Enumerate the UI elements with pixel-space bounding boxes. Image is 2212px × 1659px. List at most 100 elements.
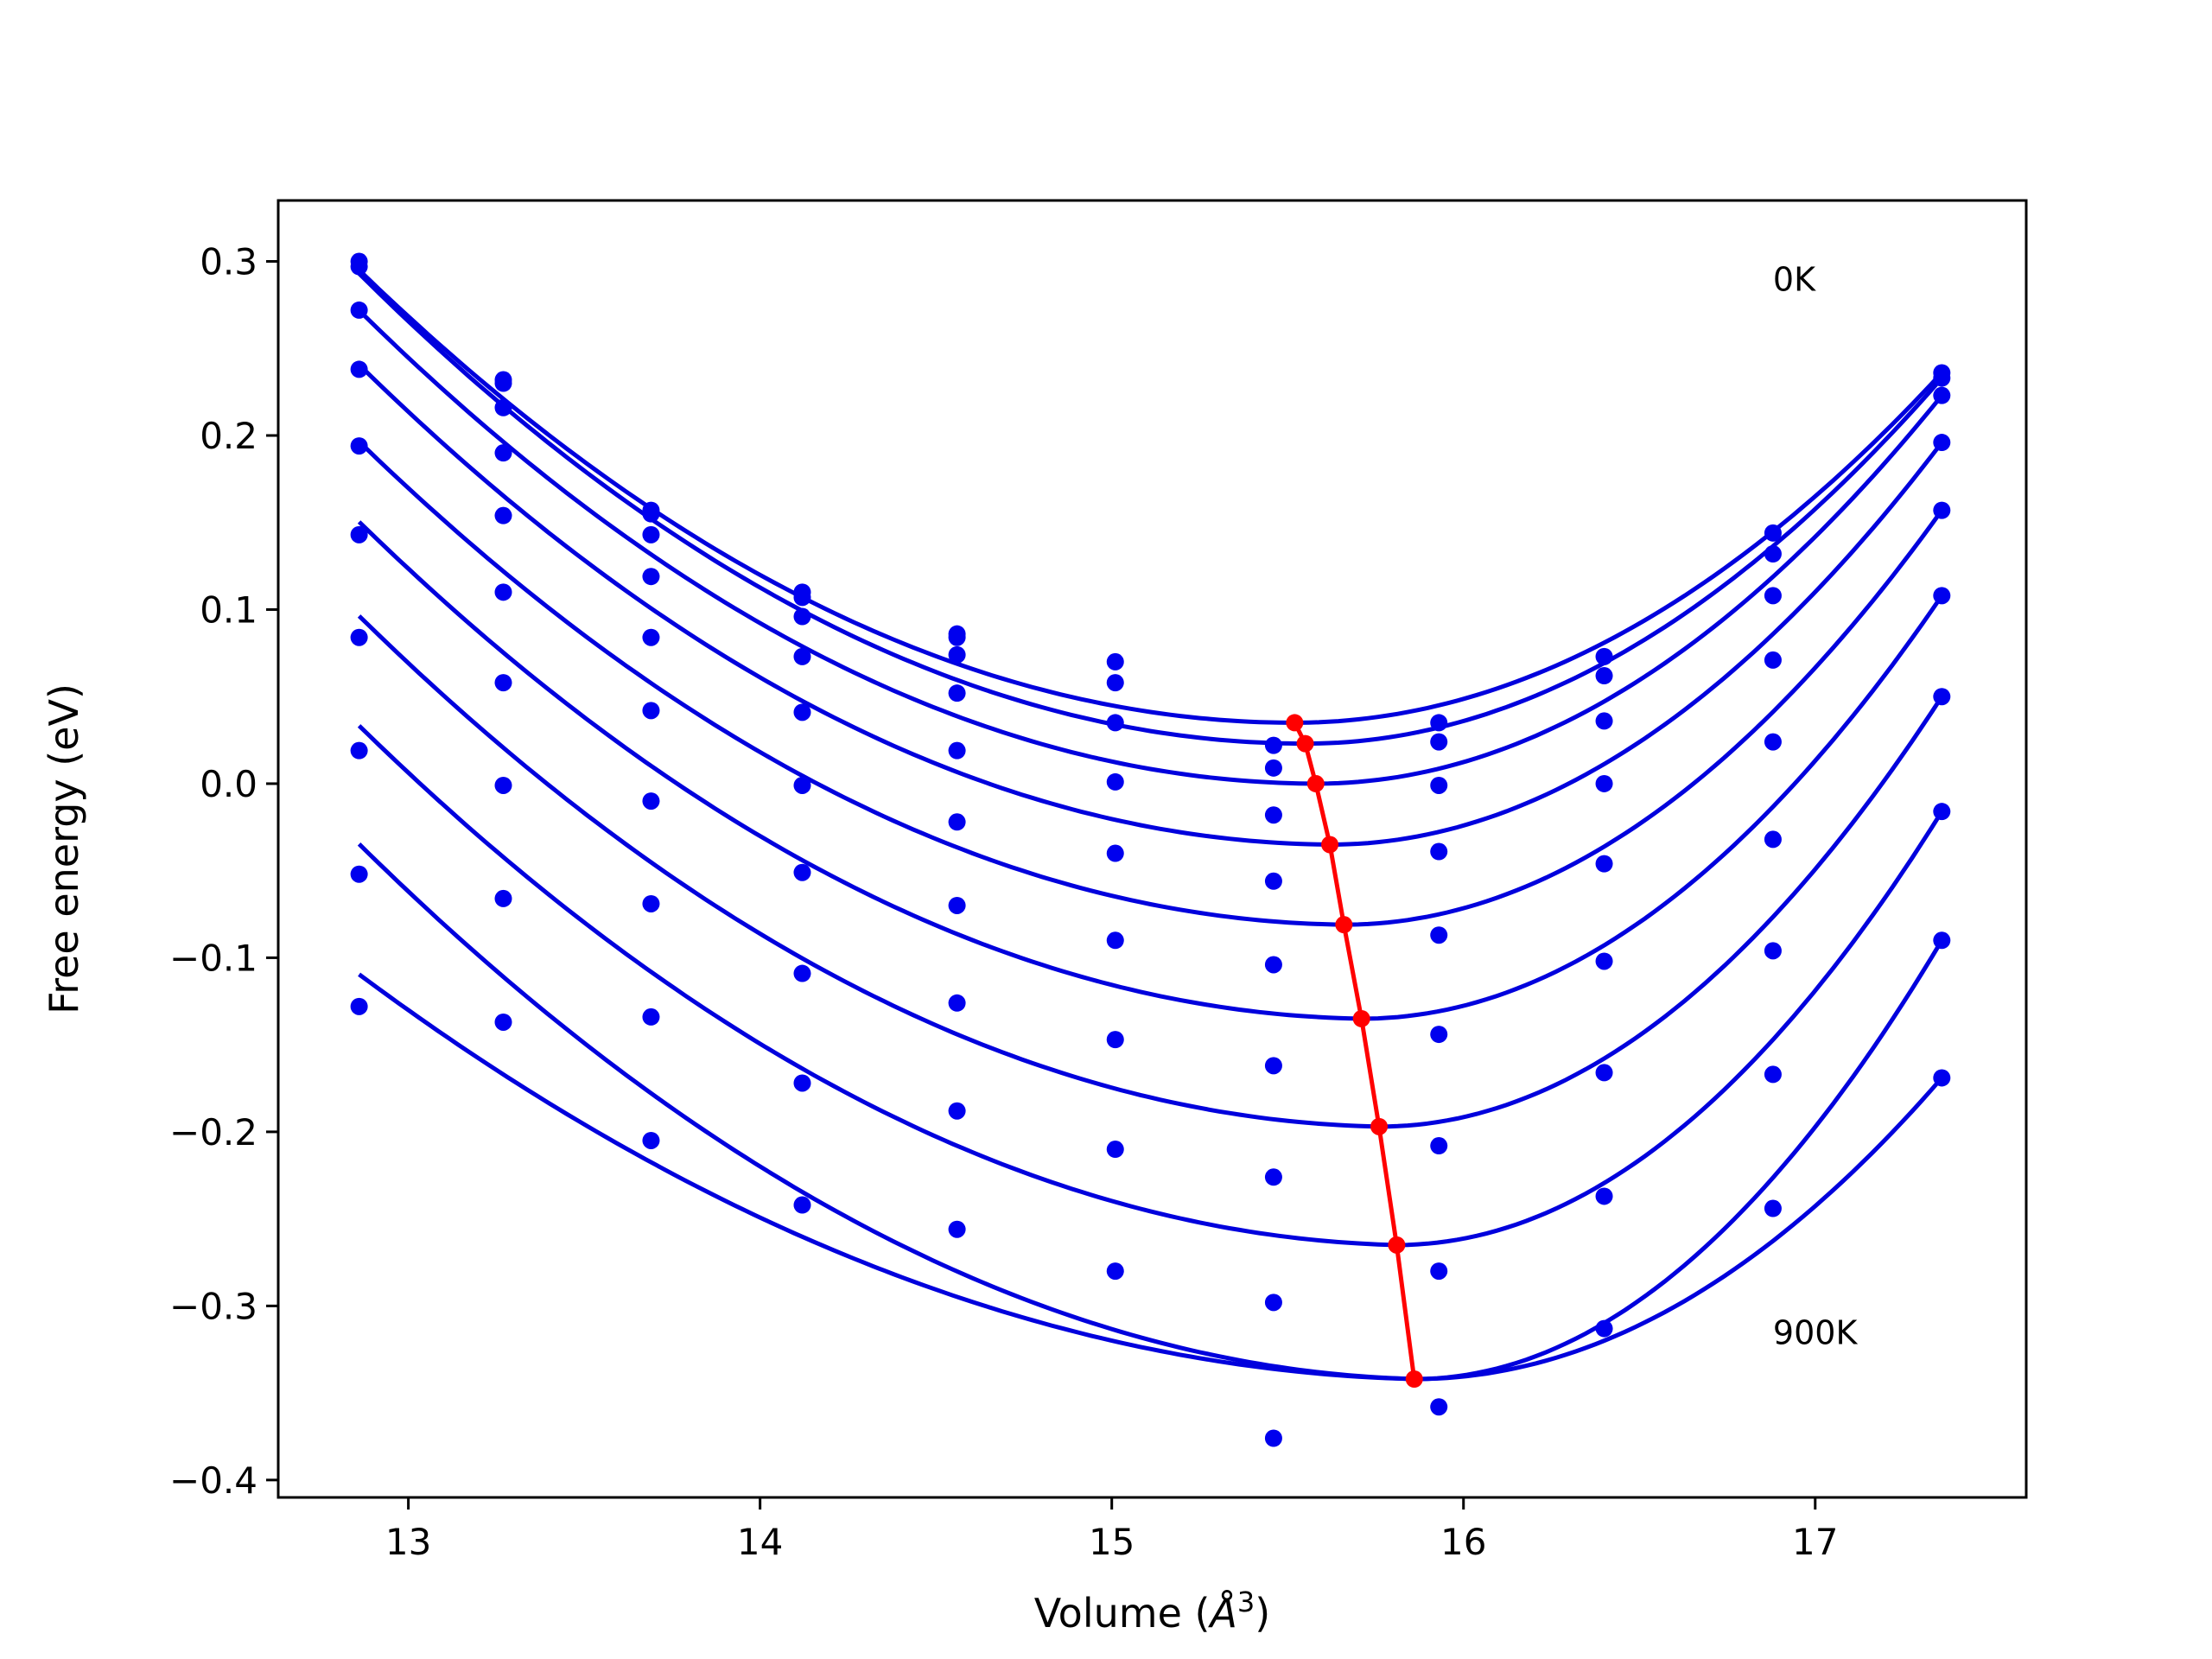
- fit-curve-800K: [357, 842, 1944, 1382]
- fit-curve-900K: [358, 972, 1944, 1382]
- data-point-100K: [494, 374, 512, 392]
- data-point-600K: [793, 863, 811, 881]
- data-point-600K: [1764, 942, 1782, 960]
- data-point-0K: [1430, 714, 1448, 732]
- fit-curve-100K: [357, 271, 1944, 747]
- data-point-300K: [1933, 434, 1951, 452]
- minimum-point: [1296, 734, 1314, 753]
- data-point-800K: [793, 1074, 811, 1092]
- data-point-100K: [793, 588, 811, 607]
- data-point-400K: [1595, 855, 1613, 873]
- y-axis-label: Free energy (eV): [41, 683, 87, 1014]
- data-point-200K: [350, 301, 368, 319]
- fit-curve-400K: [357, 440, 1944, 927]
- fit-curves: [357, 268, 1944, 1382]
- data-point-800K: [1264, 1429, 1282, 1447]
- data-point-900K: [948, 1220, 966, 1238]
- fit-curve-500K: [357, 520, 1944, 1021]
- annotation-900k: 900K: [1773, 1314, 1859, 1352]
- data-point-500K: [494, 583, 512, 601]
- data-point-600K: [1595, 1064, 1613, 1082]
- data-point-300K: [948, 684, 966, 702]
- data-point-100K: [1264, 759, 1282, 777]
- fit-curve-600K: [357, 614, 1944, 1129]
- minimum-point: [1286, 714, 1304, 732]
- x-tick-label: 17: [1792, 1521, 1838, 1563]
- data-point-300K: [1106, 772, 1124, 791]
- data-point-400K: [1764, 733, 1782, 751]
- data-point-700K: [1106, 1141, 1124, 1159]
- data-point-400K: [1106, 844, 1124, 862]
- fit-curve-700K: [357, 724, 1944, 1248]
- data-point-800K: [494, 889, 512, 907]
- data-point-700K: [1264, 1294, 1282, 1312]
- data-point-300K: [1764, 651, 1782, 669]
- data-point-700K: [1933, 803, 1951, 821]
- minimum-point: [1370, 1117, 1389, 1135]
- data-point-200K: [793, 607, 811, 626]
- data-point-900K: [1933, 1069, 1951, 1087]
- data-point-100K: [1430, 733, 1448, 751]
- data-point-200K: [1106, 714, 1124, 732]
- data-point-500K: [1764, 830, 1782, 849]
- x-axis-label: Volume (Å3): [1034, 1586, 1270, 1637]
- data-point-100K: [1764, 544, 1782, 563]
- data-point-100K: [948, 628, 966, 646]
- data-point-0K: [1106, 652, 1124, 671]
- data-point-100K: [350, 257, 368, 276]
- minimum-point: [1388, 1236, 1406, 1254]
- data-point-700K: [948, 994, 966, 1012]
- data-point-400K: [1933, 501, 1951, 519]
- data-point-0K: [1595, 647, 1613, 665]
- data-point-600K: [1106, 1031, 1124, 1049]
- data-point-500K: [1595, 952, 1613, 970]
- data-point-900K: [350, 997, 368, 1015]
- data-point-100K: [1106, 674, 1124, 692]
- data-point-400K: [793, 703, 811, 721]
- y-axis: 0.3 0.2 0.1 0.0 −0.1 −0.2 −0.3 −0.4: [169, 241, 278, 1502]
- fit-curve-200K: [357, 308, 1944, 786]
- data-point-900K: [642, 1131, 660, 1149]
- data-point-800K: [1595, 1319, 1613, 1338]
- data-point-400K: [1430, 926, 1448, 944]
- data-point-500K: [1264, 1057, 1282, 1075]
- data-point-800K: [1764, 1199, 1782, 1217]
- minima-curve: [1286, 714, 1423, 1388]
- minimum-point: [1321, 836, 1339, 854]
- data-point-400K: [948, 741, 966, 760]
- data-point-800K: [642, 1007, 660, 1026]
- data-point-400K: [1264, 956, 1282, 974]
- data-point-100K: [1933, 369, 1951, 387]
- y-tick-label: −0.2: [169, 1111, 257, 1154]
- y-tick-label: −0.4: [169, 1459, 257, 1502]
- data-point-400K: [642, 628, 660, 646]
- data-point-300K: [642, 568, 660, 586]
- data-point-300K: [793, 647, 811, 665]
- data-point-700K: [1595, 1187, 1613, 1205]
- fit-curve-300K: [357, 363, 1944, 848]
- minimum-point: [1335, 916, 1353, 934]
- data-point-500K: [350, 525, 368, 543]
- data-point-800K: [1430, 1398, 1448, 1416]
- data-point-900K: [793, 1196, 811, 1214]
- data-point-600K: [1264, 1168, 1282, 1186]
- data-point-300K: [1430, 842, 1448, 861]
- data-point-200K: [948, 645, 966, 664]
- data-point-900K: [494, 1013, 512, 1031]
- data-point-700K: [350, 741, 368, 760]
- data-point-700K: [642, 894, 660, 912]
- data-point-200K: [1595, 712, 1613, 730]
- data-point-500K: [948, 813, 966, 831]
- data-point-600K: [948, 896, 966, 914]
- data-point-600K: [1933, 688, 1951, 706]
- data-point-0K: [1264, 736, 1282, 754]
- x-tick-label: 13: [385, 1521, 431, 1563]
- data-point-300K: [494, 444, 512, 462]
- data-point-100K: [642, 505, 660, 523]
- data-point-200K: [1264, 806, 1282, 824]
- minimum-point: [1352, 1009, 1370, 1027]
- data-point-600K: [1430, 1137, 1448, 1155]
- y-tick-label: 0.3: [200, 241, 257, 283]
- data-point-800K: [948, 1102, 966, 1120]
